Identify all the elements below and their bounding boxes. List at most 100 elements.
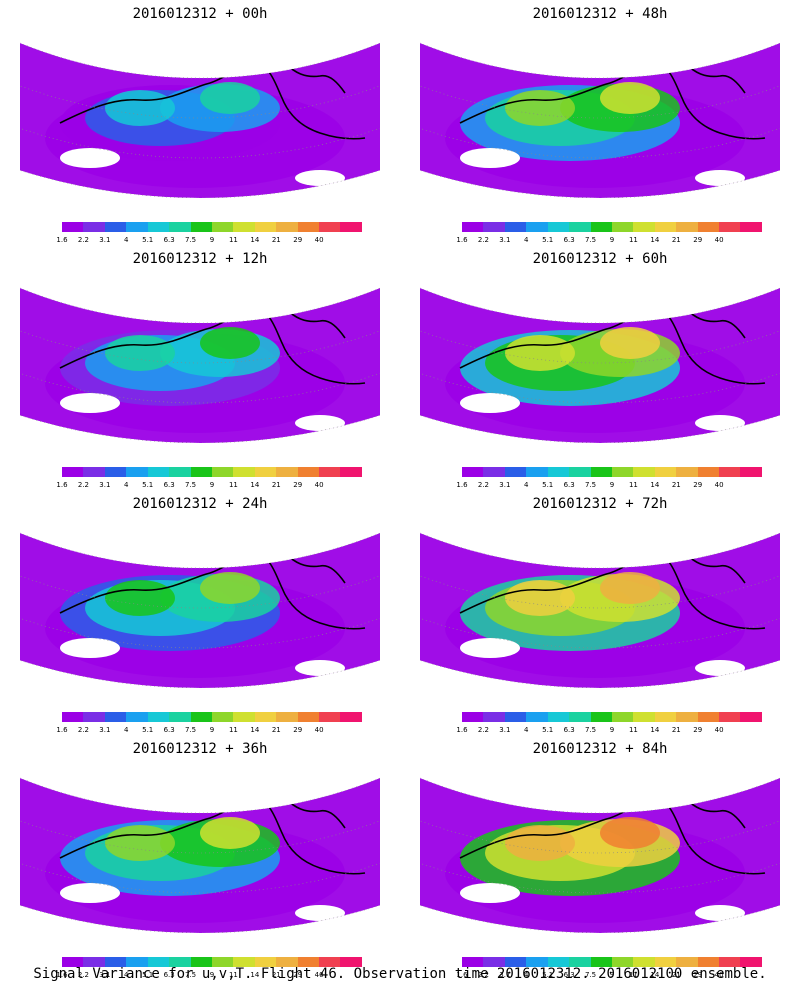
variance-contour: [200, 82, 260, 114]
colorbar-label: 14: [650, 481, 660, 489]
variance-map: [20, 763, 380, 933]
colorbar-segment: [483, 957, 505, 967]
variance-contour: [600, 572, 660, 604]
colorbar-segment: [697, 467, 720, 477]
colorbar-label: 6.3: [163, 726, 175, 734]
colorbar-label: 14: [250, 236, 260, 244]
colorbar-segment: [590, 467, 612, 477]
colorbar-label: 21: [671, 971, 681, 979]
variance-map: [20, 28, 380, 198]
colorbar-label: 7.5: [584, 481, 597, 489]
colorbar-label: 2.2: [77, 236, 89, 244]
colorbar-segment: [697, 222, 720, 232]
colorbar-label: 3.1: [99, 236, 111, 244]
colorbar-segment: [504, 712, 527, 722]
low-variance-gap: [295, 415, 345, 431]
colorbar-segment: [104, 467, 127, 477]
variance-contour: [200, 817, 260, 849]
colorbar-labels: 1.6 2.2 3.1 4 5.1 6.3 7.5 9 11 14 21 29 40: [454, 236, 772, 246]
colorbar-label: 14: [650, 726, 660, 734]
colorbar-segment: [483, 712, 505, 722]
colorbar-segment: [740, 467, 762, 477]
colorbar-segment: [83, 222, 105, 232]
map-panel: 2016012312 + 48h 1.6 2.2 3.1 4 5.1 6.3 7.5 9 11 14…: [400, 0, 800, 244]
colorbar: [62, 467, 362, 477]
colorbar-label: 9: [609, 236, 615, 244]
low-variance-gap: [695, 660, 745, 676]
colorbar-segment: [547, 222, 570, 232]
map-outline: [20, 287, 380, 443]
colorbar-label: 4: [524, 236, 529, 244]
colorbar: [62, 712, 362, 722]
colorbar-label: 5.1: [142, 726, 154, 734]
colorbar-label: 40: [314, 481, 324, 489]
variance-field: [20, 763, 380, 933]
colorbar-segment: [62, 712, 84, 722]
colorbar-label: 2.2: [477, 971, 489, 979]
colorbar-segment: [504, 957, 527, 967]
colorbar-segment: [633, 222, 655, 232]
colorbar-label: 4: [124, 726, 129, 734]
colorbar-segment: [147, 957, 170, 967]
colorbar-label: 11: [228, 971, 238, 979]
colorbar-label: 6.3: [163, 971, 175, 979]
colorbar-segment: [590, 957, 612, 967]
colorbar-segment: [526, 712, 548, 722]
colorbar-label: 3.1: [499, 481, 511, 489]
variance-contour: [200, 572, 260, 604]
map-outline: [20, 532, 380, 688]
colorbar-segment: [276, 222, 298, 232]
colorbar-segment: [633, 957, 655, 967]
colorbar-segment: [211, 222, 234, 232]
colorbar-segment: [569, 222, 591, 232]
colorbar-segment: [169, 712, 191, 722]
colorbar-segment: [633, 467, 655, 477]
map-outline: [20, 42, 380, 198]
colorbar-segment: [462, 712, 484, 722]
colorbar-segment: [62, 222, 84, 232]
colorbar-label: 9: [609, 481, 615, 489]
colorbar-segment: [126, 467, 148, 477]
variance-map: [20, 518, 380, 688]
low-variance-gap: [295, 170, 345, 186]
colorbar-segment: [233, 222, 255, 232]
colorbar-segment: [297, 957, 320, 967]
colorbar-segment: [611, 222, 634, 232]
colorbar-label: 11: [228, 726, 238, 734]
variance-contour: [600, 817, 660, 849]
colorbar-label: 14: [250, 481, 260, 489]
map-outline: [420, 777, 780, 933]
colorbar-label: 7.5: [184, 726, 197, 734]
low-variance-gap: [460, 638, 520, 658]
colorbar-label: 29: [693, 971, 703, 979]
colorbar-label: 29: [293, 481, 303, 489]
map-panel: 2016012312 + 60h 1.6 2.2 3.1 4 5.1 6.3 7.5 9 11 14…: [400, 245, 800, 489]
colorbar-segment: [126, 712, 148, 722]
variance-contour: [105, 580, 175, 616]
colorbar-segment: [254, 957, 277, 967]
colorbar-label: 1.6: [56, 726, 68, 734]
colorbar-segment: [462, 222, 484, 232]
colorbar-segment: [676, 712, 698, 722]
colorbar-label: 6.3: [563, 971, 575, 979]
colorbar-label: 9: [609, 971, 615, 979]
variance-field: [420, 763, 780, 933]
colorbar-label: 11: [228, 236, 238, 244]
map-outline: [420, 42, 780, 198]
colorbar-segment: [740, 712, 762, 722]
colorbar-segment: [147, 712, 170, 722]
variance-contour: [105, 90, 175, 126]
map-outline: [420, 532, 780, 688]
low-variance-gap: [60, 883, 120, 903]
colorbar-segment: [526, 222, 548, 232]
colorbar-label: 1.6: [456, 726, 468, 734]
low-variance-gap: [460, 883, 520, 903]
colorbar-segment: [719, 222, 741, 232]
colorbar-segment: [611, 467, 634, 477]
colorbar-segment: [254, 467, 277, 477]
colorbar-segment: [740, 957, 762, 967]
colorbar-label: 4: [524, 726, 529, 734]
panel-title: 2016012312 + 00h: [132, 6, 268, 22]
colorbar-label: 40: [314, 971, 324, 979]
colorbar-segment: [104, 712, 127, 722]
